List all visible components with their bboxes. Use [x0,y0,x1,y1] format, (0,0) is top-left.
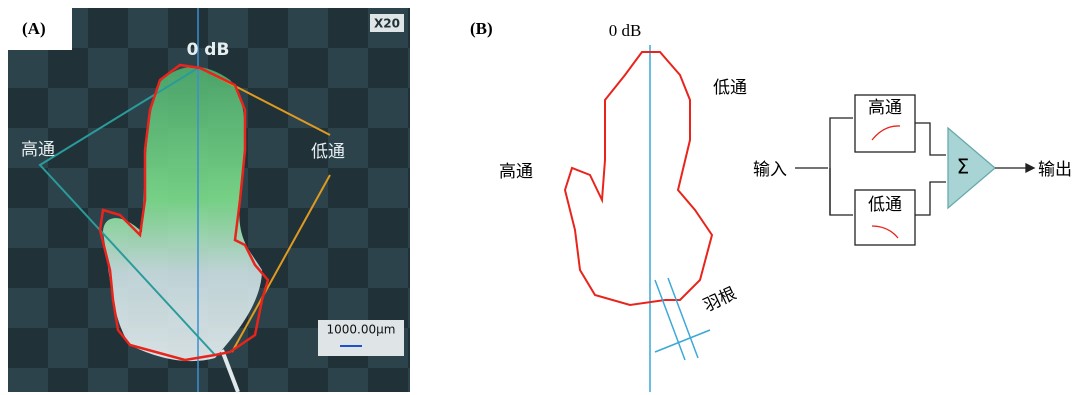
directivity-outline [565,52,712,305]
arrow [915,182,946,215]
root-label: 羽根 [700,284,739,316]
sum-label: Σ [957,155,970,179]
arrow [830,118,853,215]
scale-bar-label: 1000.00μm [327,323,396,337]
arrow [830,168,853,215]
summer [948,128,995,208]
block-diagram [795,95,1034,245]
arrowhead [1026,164,1034,172]
panel-a: (A) X20 0 dB 高通 低通 1000.00μm [8,8,410,392]
low-pass-label: 低通 [713,78,747,98]
panel-label: (B) [470,19,493,38]
low-pass-label: 低通 [311,142,345,162]
high-pass-label: 高通 [21,140,55,160]
reference-label: 0 dB [609,21,642,40]
panel-b: (B) 0 dB 低通 高通 羽根 [470,19,747,392]
output-label: 输出 [1038,160,1072,180]
reference-label: 0 dB [187,40,230,60]
magnification: X20 [374,17,400,31]
high-pass-label: 高通 [499,162,533,182]
arrow [915,123,946,155]
feather-root-marks [655,278,710,360]
high-pass-block-label: 高通 [868,98,902,118]
figure: (A) X20 0 dB 高通 低通 1000.00μm (B) 0 dB 低通… [0,0,1075,395]
low-pass-block-label: 低通 [868,195,902,215]
input-label: 输入 [753,160,787,180]
panel-label: (A) [22,19,46,38]
